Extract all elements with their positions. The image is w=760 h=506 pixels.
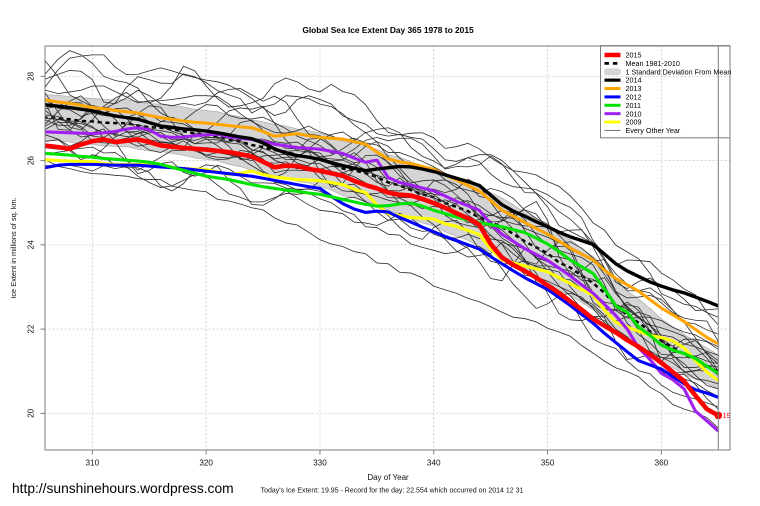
other-year-line-0 (45, 59, 719, 311)
x-axis-title: Day of Year (367, 473, 409, 482)
gridlines (44, 45, 731, 451)
legend-item-2015: 2015 (604, 51, 642, 60)
series-line-2014 (45, 103, 719, 308)
other-year-line-21 (45, 165, 719, 429)
other-year-line-1 (45, 50, 719, 318)
other-year-line-2 (45, 70, 719, 335)
footnote: Today's Ice Extent: 19.95 - Record for t… (261, 488, 524, 495)
x-tick-label: 360 (655, 459, 669, 468)
watermark: http://sunshinehours.wordpress.com (12, 481, 234, 496)
plot-border (44, 45, 731, 451)
legend-label: 2012 (626, 93, 642, 102)
series-line-2010 (45, 126, 720, 433)
legend-item-2010: 2010 (604, 109, 642, 118)
x-tick-labels: 310 320 330 340 350 360 (86, 459, 669, 468)
legend-label: 2015 (626, 51, 642, 60)
legend-item-Every-Other-Year: Every Other Year (604, 126, 681, 135)
legend-box (600, 45, 731, 139)
legend-label: 2010 (626, 109, 642, 118)
legend-label: 2011 (626, 101, 641, 110)
series-line-2013 (45, 98, 720, 346)
x-tick-label: 320 (199, 459, 213, 468)
y-tick-label: 26 (27, 156, 36, 166)
other-year-line-17 (45, 150, 719, 385)
legend-item-2009: 2009 (604, 118, 642, 127)
legend-label: 2014 (626, 76, 642, 85)
legend-label: 2009 (626, 118, 642, 127)
x-tick-label: 330 (313, 459, 327, 468)
legend-label: 2013 (626, 84, 642, 93)
y-tick-label: 28 (27, 71, 36, 81)
series-line-2011 (45, 151, 720, 375)
legend-item-2013: 2013 (604, 84, 642, 93)
series-line-2012 (45, 162, 719, 399)
legend-item-1-Standard-Deviation-From-Mean: 1 Standard Deviation From Mean (604, 67, 731, 76)
legend-item-Mean-1981-2010: Mean 1981-2010 (604, 59, 680, 68)
legend-swatch-band (604, 68, 621, 76)
series-line-2015 (45, 137, 720, 418)
x-tick-label: 310 (86, 459, 100, 468)
legend-label: 1 Standard Deviation From Mean (626, 67, 732, 76)
y-tick-label: 20 (27, 408, 36, 418)
current-value-label: 19.95 (723, 411, 742, 420)
y-tick-label: 24 (27, 240, 36, 250)
legend-item-2012: 2012 (604, 93, 642, 102)
other-year-line-18 (45, 159, 719, 408)
x-tick-label: 350 (541, 459, 555, 468)
legend-item-2014: 2014 (604, 76, 642, 85)
y-tick-labels: 20 22 24 26 28 (27, 71, 36, 418)
y-tick-label: 22 (27, 324, 36, 334)
data-area (45, 50, 720, 433)
legend-label: Every Other Year (626, 126, 681, 135)
x-tick-label: 340 (427, 459, 441, 468)
legend-item-2011: 2011 (604, 101, 641, 110)
other-year-line-6 (45, 99, 719, 342)
chart-title: Global Sea Ice Extent Day 365 1978 to 20… (302, 25, 474, 35)
y-axis-title: Ice Extent in millions of sq. km. (9, 197, 18, 298)
axis-ticks (40, 75, 662, 455)
legend-label: Mean 1981-2010 (626, 59, 680, 68)
